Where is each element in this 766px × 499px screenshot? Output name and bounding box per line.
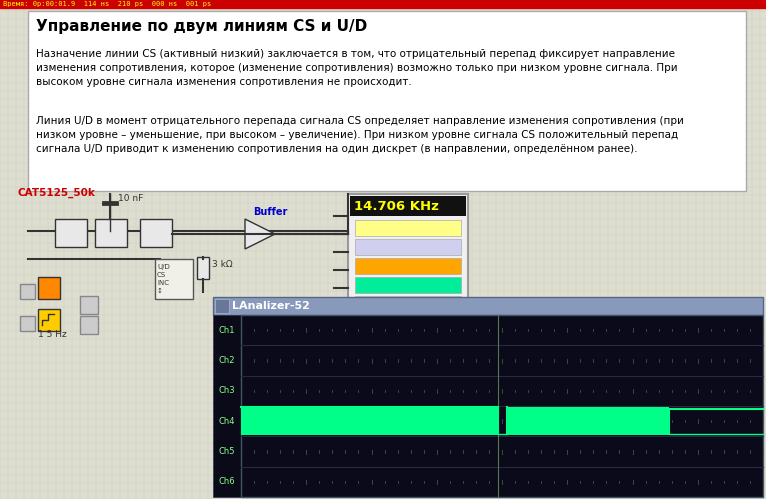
Bar bbox=[197, 257, 209, 279]
Bar bbox=[355, 239, 461, 255]
Text: 10 nF: 10 nF bbox=[118, 194, 143, 203]
Bar bbox=[213, 315, 241, 497]
Text: Время: 0р:00:01.9  114 нs  210 рs  000 нs  001 рs: Время: 0р:00:01.9 114 нs 210 рs 000 нs 0… bbox=[3, 1, 211, 7]
Text: INC: INC bbox=[157, 280, 169, 286]
Text: Управление по двум линиям CS и U/D: Управление по двум линиям CS и U/D bbox=[36, 19, 367, 34]
Bar bbox=[348, 194, 468, 306]
Bar bbox=[241, 407, 499, 435]
Text: Ch2: Ch2 bbox=[219, 356, 235, 365]
Bar bbox=[20, 316, 35, 331]
Text: U/D: U/D bbox=[157, 264, 170, 270]
Text: Ch6: Ch6 bbox=[218, 478, 235, 487]
Text: Ch1: Ch1 bbox=[219, 326, 235, 335]
Bar bbox=[55, 219, 87, 247]
Text: 3 kΩ: 3 kΩ bbox=[212, 260, 233, 269]
Bar bbox=[80, 316, 98, 334]
Text: 1 5 Hz: 1 5 Hz bbox=[38, 330, 67, 339]
Bar bbox=[355, 296, 461, 312]
Polygon shape bbox=[245, 219, 275, 249]
Bar bbox=[0, 0, 766, 8]
Bar bbox=[80, 296, 98, 314]
Text: 14.706 KHz: 14.706 KHz bbox=[354, 200, 439, 213]
Bar bbox=[38, 277, 60, 299]
Bar bbox=[350, 196, 466, 216]
Text: Назначение линии CS (активный низкий) заключается в том, что отрицательный переп: Назначение линии CS (активный низкий) за… bbox=[36, 49, 678, 87]
Bar bbox=[213, 297, 763, 315]
Text: Ch4: Ch4 bbox=[219, 417, 235, 426]
Bar bbox=[20, 284, 35, 299]
Text: CS: CS bbox=[157, 272, 166, 278]
Text: Ch5: Ch5 bbox=[219, 447, 235, 456]
Bar bbox=[507, 407, 669, 435]
Bar bbox=[38, 309, 60, 331]
Bar bbox=[140, 219, 172, 247]
Bar bbox=[95, 219, 127, 247]
Bar bbox=[355, 277, 461, 293]
Text: CAT5125_50k: CAT5125_50k bbox=[18, 188, 96, 198]
Text: Buffer: Buffer bbox=[253, 207, 287, 217]
Bar bbox=[28, 11, 746, 191]
Bar bbox=[355, 258, 461, 274]
Bar bbox=[155, 259, 193, 299]
Bar bbox=[355, 220, 461, 236]
Text: Ch3: Ch3 bbox=[218, 386, 235, 395]
Text: LAnalizer-52: LAnalizer-52 bbox=[232, 301, 310, 311]
Text: ↕: ↕ bbox=[157, 288, 163, 294]
Text: Линия U/D в момент отрицательного перепада сигнала CS определяет направление изм: Линия U/D в момент отрицательного перепа… bbox=[36, 116, 684, 154]
Bar bbox=[241, 315, 763, 497]
Bar bbox=[215, 299, 229, 313]
